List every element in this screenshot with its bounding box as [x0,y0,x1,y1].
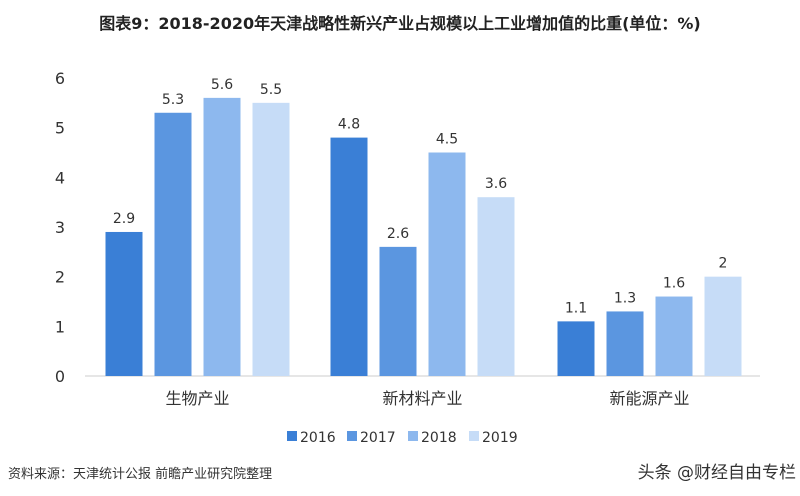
chart-title: 图表9：2018-2020年天津战略性新兴产业占规模以上工业增加值的比重(单位：… [99,14,701,33]
legend-label-2016: 2016 [300,430,336,446]
data-label: 2 [719,256,728,272]
data-label: 5.6 [211,77,233,93]
legend-label-2017: 2017 [360,430,396,446]
bar-2016-1 [330,137,368,376]
data-label: 3.6 [485,176,507,192]
bar-2018-0 [203,97,241,376]
data-label: 4.8 [338,117,360,133]
legend-swatch-2016 [287,431,297,441]
data-label: 2.6 [387,226,409,242]
bar-2018-1 [428,152,466,376]
source-note: 资料来源：天津统计公报 前瞻产业研究院整理 [8,467,273,482]
x-tick-label: 新能源产业 [609,389,689,408]
bar-2017-0 [154,112,192,377]
bar-2016-2 [557,321,595,376]
x-tick-label: 生物产业 [165,389,229,408]
y-tick-label: 1 [55,317,65,336]
bar-2017-1 [379,246,417,376]
data-label: 1.1 [565,300,587,316]
legend-label-2018: 2018 [421,430,457,446]
legend-swatch-2018 [408,431,418,441]
data-label: 5.5 [260,82,282,98]
watermark: 头条 @财经自由专栏 [637,463,796,483]
y-tick-label: 2 [55,268,65,287]
y-tick-label: 3 [55,218,65,237]
data-label: 1.6 [663,276,685,292]
bar-2016-0 [105,231,143,376]
bar-2019-1 [477,197,515,376]
bar-2018-2 [655,296,693,376]
data-label: 5.3 [162,92,184,108]
data-label: 1.3 [614,290,636,306]
y-tick-label: 5 [55,119,65,138]
legend-swatch-2017 [347,431,357,441]
y-tick-label: 4 [55,168,65,187]
legend-label-2019: 2019 [482,430,518,446]
y-tick-label: 6 [55,69,65,88]
x-tick-label: 新材料产业 [382,389,462,408]
bar-2017-2 [606,311,644,376]
y-tick-label: 0 [55,367,65,386]
data-label: 4.5 [436,132,458,148]
data-label: 2.9 [113,211,135,227]
bar-2019-0 [252,102,290,376]
bar-2019-2 [704,276,742,376]
legend-swatch-2019 [469,431,479,441]
